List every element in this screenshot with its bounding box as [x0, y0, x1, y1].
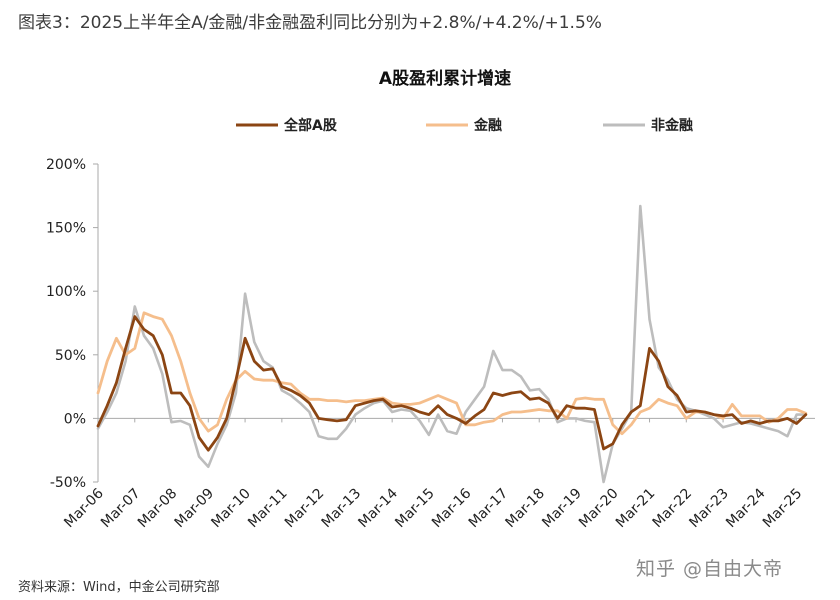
x-tick-label: Mar-16	[429, 485, 475, 531]
x-tick-label: Mar-12	[282, 486, 328, 532]
x-tick-label: Mar-13	[319, 486, 365, 532]
x-tick-label: Mar-07	[98, 486, 144, 532]
x-tick-label: Mar-14	[355, 485, 401, 531]
x-tick-label: Mar-20	[576, 486, 622, 532]
figure-caption: 图表3：2025上半年全A/金融/非金融盈利同比分别为+2.8%/+4.2%/+…	[18, 13, 602, 33]
x-tick-label: Mar-25	[760, 486, 806, 532]
legend-label-all: 全部A股	[283, 117, 338, 134]
plot-area: -50%0%50%100%150%200%Mar-06Mar-07Mar-08M…	[46, 157, 815, 531]
chart-title: A股盈利累计增速	[379, 68, 511, 89]
watermark: 知乎 @自由大帝	[636, 558, 784, 580]
y-tick-label: 50%	[55, 348, 86, 364]
series-line-all	[96, 315, 808, 452]
x-tick-label: Mar-10	[208, 486, 254, 532]
x-tick-label: Mar-06	[61, 485, 107, 531]
x-tick-label: Mar-19	[539, 486, 585, 532]
legend-label-nonfinancial: 非金融	[651, 117, 693, 134]
x-tick-label: Mar-15	[392, 486, 438, 532]
x-tick-label: Mar-18	[503, 486, 549, 532]
series-line-nonfinancial	[96, 204, 808, 484]
y-tick-label: 0%	[64, 411, 86, 427]
legend-label-financial: 金融	[473, 117, 502, 134]
series-line-financial	[96, 311, 808, 436]
x-tick-label: Mar-21	[613, 486, 659, 532]
x-tick-label: Mar-09	[172, 486, 218, 532]
y-tick-label: 200%	[46, 157, 86, 173]
x-tick-label: Mar-24	[723, 485, 769, 531]
x-tick-label: Mar-17	[466, 486, 512, 532]
y-tick-label: -50%	[50, 475, 86, 491]
x-tick-label: Mar-23	[686, 486, 732, 532]
x-tick-label: Mar-22	[650, 486, 696, 532]
legend: 全部A股 金融 非金融	[236, 117, 693, 134]
y-tick-label: 100%	[46, 284, 86, 300]
y-tick-label: 150%	[46, 221, 86, 237]
x-tick-label: Mar-08	[135, 486, 181, 532]
x-tick-label: Mar-11	[245, 486, 291, 532]
source-note: 资料来源：Wind，中金公司研究部	[18, 580, 220, 595]
